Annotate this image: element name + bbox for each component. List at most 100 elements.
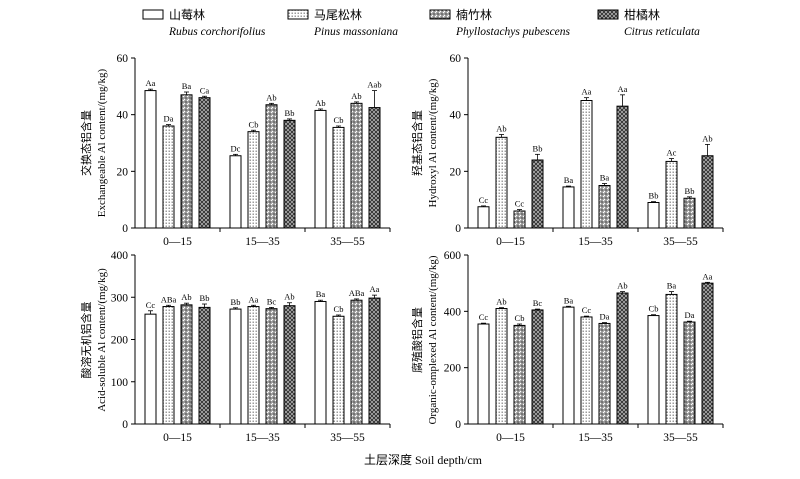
bar — [477, 206, 490, 229]
significance-label: Da — [164, 114, 174, 124]
significance-label: Cc — [515, 199, 525, 209]
significance-label: Bc — [533, 298, 543, 308]
bar — [647, 315, 660, 425]
significance-label: Aa — [582, 87, 592, 97]
chart-panel-2: 0 20 40 60 0—15 Cc Ab Cc Bb 15—35 Ba Aa Ba Aa 35—55 Bb A… — [410, 53, 724, 248]
y-axis-title-en: Organic-omplexed Al content/(mg/kg) — [427, 255, 439, 424]
bar — [229, 155, 242, 229]
y-tick-label: 600 — [444, 250, 462, 262]
x-axis-title: 土层深度 Soil depth/cm — [364, 452, 483, 467]
legend-item: 柑橘林 Citrus reticulata — [597, 7, 700, 38]
legend-label-latin: Pinus massoniana — [313, 26, 398, 38]
legend-swatch — [597, 9, 619, 20]
significance-label: Aa — [370, 284, 380, 294]
y-tick-label: 100 — [111, 377, 129, 389]
y-axis-title-cn: 羟基态铝含量 — [410, 110, 424, 176]
bar — [495, 308, 508, 425]
bar — [562, 306, 575, 425]
legend-label-cn: 楠竹林 — [456, 7, 492, 22]
y-tick-label: 200 — [111, 335, 129, 347]
x-tick-label: 35—55 — [330, 432, 365, 444]
x-tick-label: 35—55 — [330, 236, 365, 248]
bar — [616, 105, 629, 229]
bar — [247, 306, 260, 425]
significance-label: Bc — [267, 296, 277, 306]
bar — [513, 324, 526, 425]
significance-label: ABa — [161, 294, 177, 304]
y-tick-label: 40 — [117, 110, 129, 122]
legend-label-cn: 柑橘林 — [624, 7, 660, 22]
significance-label: Cc — [479, 195, 489, 205]
significance-label: Da — [685, 310, 695, 320]
significance-label: Ba — [564, 295, 574, 305]
significance-label: Ab — [266, 92, 276, 102]
y-tick-label: 20 — [450, 166, 462, 178]
y-tick-label: 0 — [122, 223, 128, 235]
significance-label: Bb — [231, 297, 241, 307]
x-tick-label: 15—35 — [245, 432, 280, 444]
legend-label-cn: 马尾松林 — [314, 8, 362, 22]
significance-label: Aa — [146, 78, 156, 88]
legend: 山莓林 Rubus corchorifolius 马尾松林 Pinus massoni… — [142, 7, 700, 38]
bar — [477, 323, 490, 425]
bar — [180, 94, 193, 229]
legend-label-latin: Phyllostachys pubescens — [455, 26, 571, 38]
x-tick-label: 0—15 — [496, 432, 525, 444]
bar — [283, 119, 296, 229]
bar — [314, 109, 327, 229]
bar — [495, 136, 508, 229]
significance-label: ABa — [349, 288, 365, 298]
x-tick-label: 15—35 — [245, 236, 280, 248]
significance-label: Ab — [496, 297, 506, 307]
significance-label: Ab — [351, 91, 361, 101]
significance-label: Aa — [249, 294, 259, 304]
significance-label: Cc — [479, 312, 489, 322]
significance-label: Bb — [285, 108, 295, 118]
y-tick-label: 60 — [450, 53, 462, 65]
legend-item: 山莓林 Rubus corchorifolius — [142, 8, 266, 38]
significance-label: Da — [600, 312, 610, 322]
x-title-cn: 土层深度 — [364, 452, 412, 467]
y-tick-label: 20 — [117, 166, 129, 178]
bar — [350, 299, 363, 425]
y-tick-label: 400 — [444, 306, 462, 318]
legend-label-cn: 山莓林 — [169, 8, 205, 22]
bar — [162, 306, 175, 425]
chart-panel-4: 0 200 400 600 0—15 Cc Ab Cb Bc 15—35 Ba Cc Da Ab 35—55… — [410, 250, 724, 444]
significance-label: Ab — [315, 98, 325, 108]
bar — [616, 292, 629, 425]
bar — [283, 305, 296, 425]
bar — [531, 309, 544, 425]
legend-swatch — [142, 9, 164, 20]
y-tick-label: 300 — [111, 292, 129, 304]
significance-label: Ab — [284, 292, 294, 302]
significance-label: Ba — [564, 175, 574, 185]
significance-label: Cc — [582, 305, 592, 315]
significance-label: Cb — [334, 304, 344, 314]
legend-item: 楠竹林 Phyllostachys pubescens — [429, 7, 571, 38]
y-axis-title-cn: 酸溶无机铝含量 — [79, 302, 93, 379]
legend-label-latin: Rubus corchorifolius — [168, 26, 266, 38]
y-axis-title-cn: 交换态铝含量 — [79, 110, 93, 176]
significance-label: Ca — [200, 85, 210, 95]
significance-label: Ba — [600, 173, 610, 183]
bar — [198, 306, 211, 425]
y-axis-title-en: Hydroxyl Al content/(mg/kg) — [427, 78, 439, 207]
significance-label: Cb — [334, 115, 344, 125]
y-axis-title-en: Acid-soluble Al content/(mg/kg) — [96, 268, 108, 412]
significance-label: Cc — [146, 300, 156, 310]
bar — [265, 104, 278, 229]
x-tick-label: 0—15 — [163, 432, 192, 444]
significance-label: Ab — [496, 124, 506, 134]
y-tick-label: 0 — [455, 419, 461, 431]
bar — [598, 185, 611, 229]
bar — [265, 308, 278, 425]
significance-label: Bb — [649, 191, 659, 201]
bar — [562, 186, 575, 229]
bar — [229, 308, 242, 425]
significance-label: Ab — [181, 292, 191, 302]
significance-label: Ab — [617, 281, 627, 291]
significance-label: Dc — [231, 143, 241, 153]
x-tick-label: 0—15 — [163, 236, 192, 248]
